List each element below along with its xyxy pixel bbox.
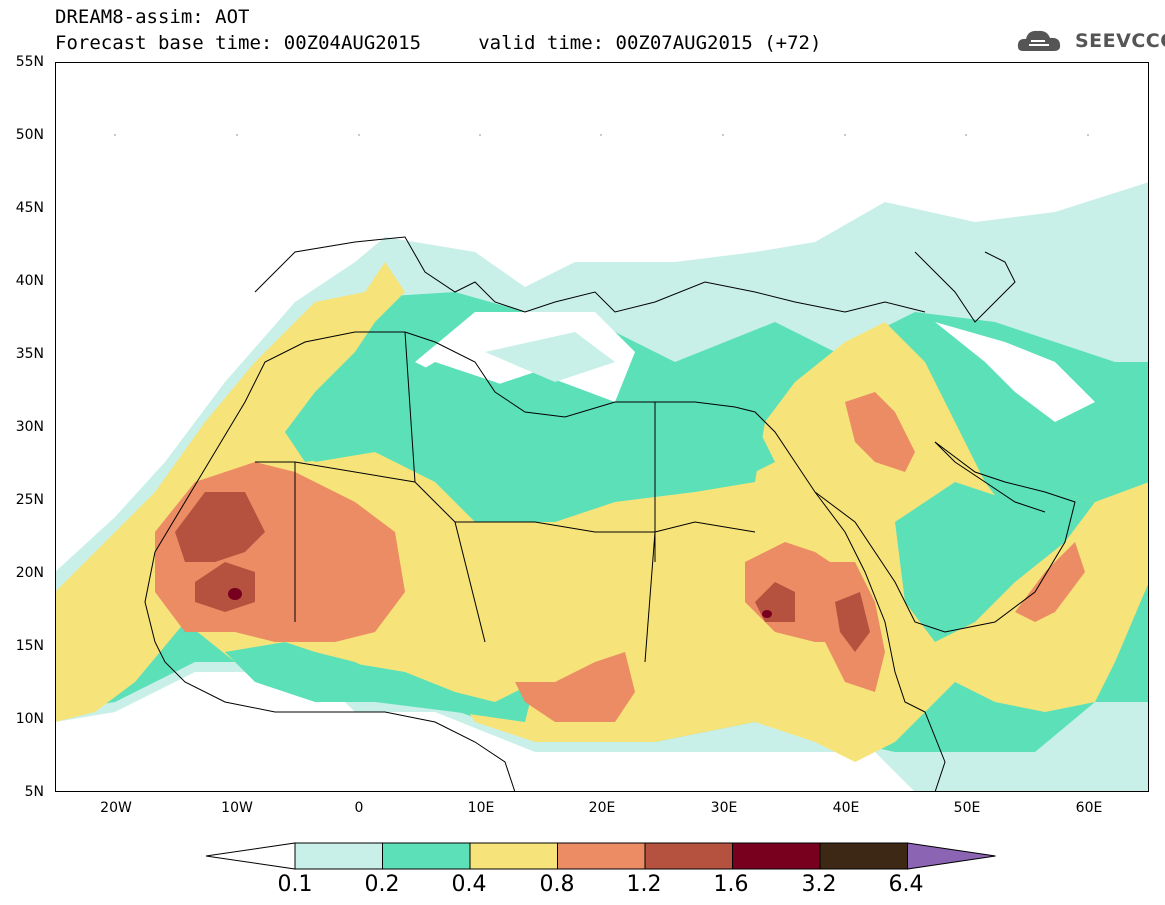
colorbar-label: 0.4 <box>451 872 487 897</box>
lat-tick: 35N <box>15 346 44 362</box>
lon-tick: 60E <box>1075 800 1103 816</box>
colorbar-swatch <box>557 842 646 870</box>
lat-tick: 45N <box>15 200 44 216</box>
west-africa-coast <box>144 551 516 792</box>
colorbar-swatch <box>732 842 821 870</box>
aot-0.8-1.2-chad <box>515 652 635 722</box>
lat-tick: 5N <box>24 784 44 800</box>
caspian-coast <box>914 251 1016 323</box>
aot-0.2-0.4-arabia <box>895 482 1095 642</box>
aot-1.2-1.6-eritrea <box>835 592 870 652</box>
aot-map <box>55 62 1149 792</box>
lat-tick: 40N <box>15 273 44 289</box>
lat-tick: 15N <box>15 638 44 654</box>
colorbar-label: 0.2 <box>364 872 400 897</box>
lon-tick: 30E <box>710 800 738 816</box>
lon-tick: 40E <box>832 800 860 816</box>
lat-tick: 55N <box>15 54 44 70</box>
map-title: DREAM8-assim: AOT <box>55 6 250 28</box>
lon-tick: 20E <box>588 800 616 816</box>
colorbar-low-arrow <box>205 842 296 870</box>
aot-0.2-0.4-central <box>295 362 775 512</box>
cloud-logo-icon <box>1017 30 1061 51</box>
europe-coast <box>254 236 926 313</box>
colorbar-label: 1.2 <box>626 872 662 897</box>
colorbar-label: 1.6 <box>713 872 749 897</box>
colorbar-high-arrow <box>907 842 996 870</box>
aot-0.2-0.4-sahel <box>225 642 535 722</box>
lon-tick: 10W <box>221 800 253 816</box>
borders <box>255 331 756 663</box>
forecast-times: Forecast base time: 00Z04AUG2015 valid t… <box>55 32 822 54</box>
low-aot-mediterranean-east <box>485 332 615 382</box>
colorbar-label: 0.8 <box>539 872 575 897</box>
colorbar-swatch <box>644 842 733 870</box>
colorbar-swatch <box>469 842 558 870</box>
aot-1.6-3.2-core <box>228 588 242 600</box>
lat-tick: 25N <box>15 492 44 508</box>
colorbar-label: 0.1 <box>277 872 313 897</box>
persian-gulf-coast <box>934 441 1046 513</box>
lon-tick: 0 <box>354 800 364 816</box>
colorbar-swatch <box>819 842 908 870</box>
aot-0.8-1.2-iraq <box>845 392 915 472</box>
colorbar-swatch <box>294 842 383 870</box>
arabia-coast <box>814 441 1076 633</box>
colorbar-label: 6.4 <box>888 872 924 897</box>
lat-tick: 20N <box>15 565 44 581</box>
aot-1.6-3.2-sudan-core <box>762 610 772 618</box>
lon-tick: 10E <box>467 800 495 816</box>
aot-1.2-1.6-region <box>175 492 265 612</box>
aot-colorbar <box>205 842 996 870</box>
aot-0.8-1.2-oman <box>1015 542 1085 622</box>
colorbar-label: 3.2 <box>801 872 837 897</box>
lon-tick: 50E <box>953 800 981 816</box>
lat-tick: 50N <box>15 127 44 143</box>
lat-tick: 10N <box>15 711 44 727</box>
colorbar-swatch <box>382 842 471 870</box>
lat-tick: 30N <box>15 419 44 435</box>
logo-text: SEEVCCC <box>1075 30 1165 52</box>
low-aot-persia <box>935 322 1095 422</box>
lon-tick: 20W <box>100 800 132 816</box>
